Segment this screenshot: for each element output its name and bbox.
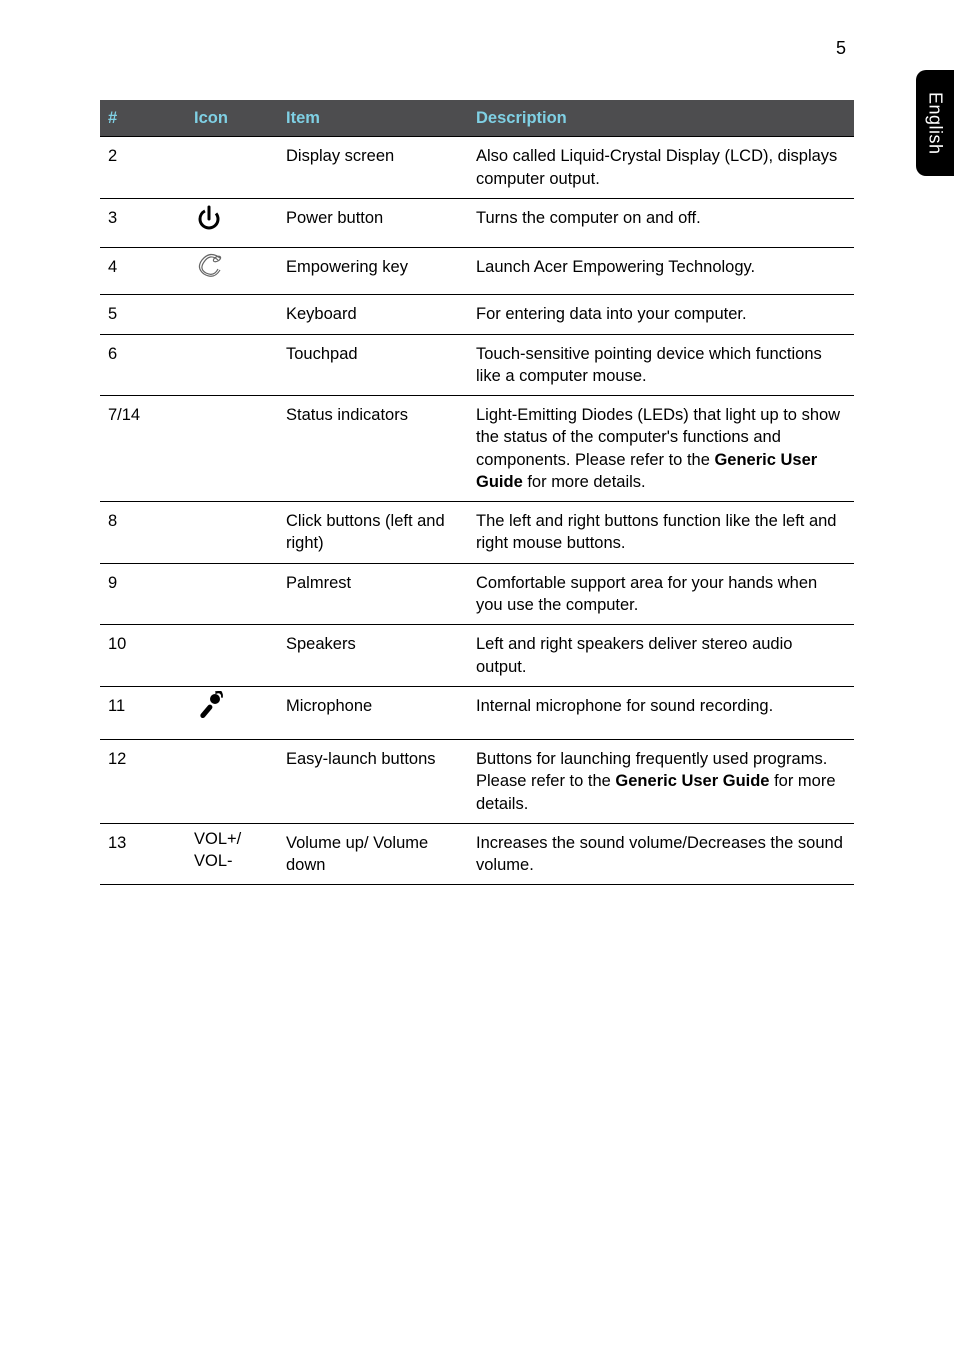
cell-description: Also called Liquid-Crystal Display (LCD)… — [468, 137, 854, 199]
power-icon — [194, 203, 224, 233]
cell-item: Speakers — [278, 625, 468, 687]
table-row: 11 Microphone Internal microphone for soun… — [100, 686, 854, 739]
header-item: Item — [278, 100, 468, 137]
cell-num: 8 — [100, 502, 186, 564]
empowering-icon — [194, 252, 228, 280]
cell-num: 12 — [100, 740, 186, 824]
cell-item: Click buttons (left and right) — [278, 502, 468, 564]
table-row: 2 Display screenAlso called Liquid-Crysta… — [100, 137, 854, 199]
cell-item: Easy-launch buttons — [278, 740, 468, 824]
cell-num: 9 — [100, 563, 186, 625]
cell-item: Keyboard — [278, 295, 468, 334]
cell-num: 3 — [100, 198, 186, 247]
cell-item: Display screen — [278, 137, 468, 199]
desc-bold: Generic User Guide — [615, 772, 769, 790]
table-row: 9 PalmrestComfortable support area for yo… — [100, 563, 854, 625]
table-row: 7/14 Status indicatorsLight-Emitting Diod… — [100, 396, 854, 502]
table-row: 12 Easy-launch buttonsButtons for launchi… — [100, 740, 854, 824]
desc-text: Increases the sound volume/Decreases the… — [476, 834, 843, 874]
desc-text: Also called Liquid-Crystal Display (LCD)… — [476, 147, 837, 187]
cell-icon — [186, 334, 278, 396]
desc-text: Launch Acer Empowering Technology. — [476, 258, 755, 276]
cell-item: Status indicators — [278, 396, 468, 502]
desc-text: Internal microphone for sound recording. — [476, 697, 773, 715]
cell-icon — [186, 295, 278, 334]
desc-text: The left and right buttons function like… — [476, 512, 836, 552]
desc-text: Turns the computer on and off. — [476, 209, 701, 227]
cell-item: Empowering key — [278, 248, 468, 295]
desc-text: Comfortable support area for your hands … — [476, 574, 817, 614]
content-area: # Icon Item Description 2 Display screenA… — [100, 100, 854, 885]
table-row: 10 SpeakersLeft and right speakers delive… — [100, 625, 854, 687]
cell-icon — [186, 740, 278, 824]
cell-icon — [186, 396, 278, 502]
cell-icon — [186, 502, 278, 564]
cell-item: Palmrest — [278, 563, 468, 625]
cell-item: Power button — [278, 198, 468, 247]
microphone-icon — [194, 691, 224, 725]
cell-num: 13 — [100, 823, 186, 885]
language-tab-label: English — [925, 92, 946, 155]
cell-num: 10 — [100, 625, 186, 687]
header-num: # — [100, 100, 186, 137]
cell-num: 11 — [100, 686, 186, 739]
table-row: 5 Keyboard For entering data into your com… — [100, 295, 854, 334]
cell-num: 5 — [100, 295, 186, 334]
cell-description: Buttons for launching frequently used pr… — [468, 740, 854, 824]
page-number: 5 — [836, 38, 846, 59]
table-row: 13VOL+/ VOL- Volume up/ Volume downIncrea… — [100, 823, 854, 885]
cell-description: Light-Emitting Diodes (LEDs) that light … — [468, 396, 854, 502]
table-row: 3 Power button Turns the computer on and o… — [100, 198, 854, 247]
desc-text: Touch-sensitive pointing device which fu… — [476, 345, 822, 385]
cell-icon — [186, 137, 278, 199]
cell-description: Increases the sound volume/Decreases the… — [468, 823, 854, 885]
cell-description: The left and right buttons function like… — [468, 502, 854, 564]
cell-num: 7/14 — [100, 396, 186, 502]
cell-item: Microphone — [278, 686, 468, 739]
cell-icon — [186, 198, 278, 247]
cell-description: Launch Acer Empowering Technology. — [468, 248, 854, 295]
cell-num: 2 — [100, 137, 186, 199]
header-description: Description — [468, 100, 854, 137]
table-row: 4 Empowering key Launch Acer Empowering Te… — [100, 248, 854, 295]
desc-text: For entering data into your computer. — [476, 305, 747, 323]
cell-num: 6 — [100, 334, 186, 396]
desc-text-post: for more details. — [523, 473, 646, 491]
cell-icon: VOL+/ VOL- — [186, 823, 278, 885]
cell-description: Comfortable support area for your hands … — [468, 563, 854, 625]
cell-icon — [186, 686, 278, 739]
header-icon: Icon — [186, 100, 278, 137]
features-table: # Icon Item Description 2 Display screenA… — [100, 100, 854, 885]
cell-description: Internal microphone for sound recording. — [468, 686, 854, 739]
table-row: 8 Click buttons (left and right)The left … — [100, 502, 854, 564]
cell-icon — [186, 625, 278, 687]
table-header-row: # Icon Item Description — [100, 100, 854, 137]
cell-description: Touch-sensitive pointing device which fu… — [468, 334, 854, 396]
cell-num: 4 — [100, 248, 186, 295]
cell-description: Left and right speakers deliver stereo a… — [468, 625, 854, 687]
cell-icon — [186, 563, 278, 625]
desc-text: Left and right speakers deliver stereo a… — [476, 635, 792, 675]
table-row: 6 TouchpadTouch-sensitive pointing device… — [100, 334, 854, 396]
cell-description: For entering data into your computer. — [468, 295, 854, 334]
icon-text: VOL+/ VOL- — [194, 830, 241, 870]
language-tab: English — [916, 70, 954, 176]
cell-description: Turns the computer on and off. — [468, 198, 854, 247]
cell-icon — [186, 248, 278, 295]
cell-item: Volume up/ Volume down — [278, 823, 468, 885]
cell-item: Touchpad — [278, 334, 468, 396]
